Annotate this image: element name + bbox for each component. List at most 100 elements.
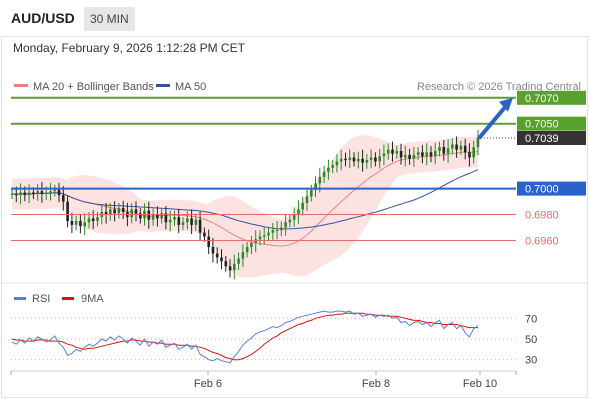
candle-body <box>442 147 446 154</box>
candle-body <box>459 145 463 150</box>
timeframe-button[interactable]: 30 MIN <box>84 7 135 31</box>
rsi-tick-label: 50 <box>525 334 537 346</box>
candle-body <box>113 209 116 214</box>
candle-body <box>455 144 458 150</box>
x-tick-label: Feb 6 <box>194 378 222 390</box>
candle-body <box>237 258 240 264</box>
candle-body <box>53 189 57 192</box>
candle-body <box>476 138 480 148</box>
level-label: 0.7050 <box>525 119 559 131</box>
candle-body <box>378 156 381 162</box>
candle-body <box>395 151 399 154</box>
x-tick-label: Feb 10 <box>463 378 497 390</box>
level-label-box <box>517 116 586 131</box>
candle-body <box>284 222 287 228</box>
ma20-legend-label: MA 20 + Bollinger Bands <box>33 81 154 93</box>
candle-body <box>211 247 215 254</box>
candle-body <box>156 214 159 219</box>
x-axis: Feb 6 Feb 8 Feb 10 <box>10 371 517 390</box>
chart-header: AUD/USD 30 MIN <box>0 0 590 36</box>
candle-body <box>44 192 48 194</box>
candle-body <box>468 152 471 158</box>
candle-body <box>361 158 364 163</box>
candle-body <box>399 151 403 158</box>
candle-body <box>215 253 219 258</box>
rsi-ma-line <box>11 312 478 361</box>
candle-body <box>267 232 270 236</box>
candle-body <box>40 191 44 194</box>
level-label-box <box>517 90 586 105</box>
candle-body <box>207 236 210 247</box>
candle-body <box>121 208 125 212</box>
chart-datetime: Monday, February 9, 2026 1:12:28 PM CET <box>13 41 245 55</box>
candle-body <box>339 158 343 162</box>
price-chart <box>10 129 480 280</box>
candle-body <box>472 147 475 158</box>
chart-frame <box>1 36 588 398</box>
candle-body <box>331 165 334 168</box>
candle-body <box>83 222 86 227</box>
candle-body <box>109 209 112 215</box>
candle-body <box>352 157 356 162</box>
candle-body <box>322 171 326 177</box>
candle-body <box>79 221 82 227</box>
rsi-ma-legend-label: 9MA <box>81 293 104 305</box>
candle-body <box>288 219 292 223</box>
candle-body <box>357 158 360 162</box>
candle-body <box>32 192 35 194</box>
candle-body <box>463 145 467 153</box>
candle-body <box>62 195 65 202</box>
candle-body <box>190 218 193 225</box>
candle-body <box>451 144 454 149</box>
ma50-legend-label: MA 50 <box>175 81 206 93</box>
candle-body <box>314 183 317 190</box>
candle-body <box>301 202 304 210</box>
candle-body <box>318 176 322 184</box>
candle-body <box>391 149 394 154</box>
candle-body <box>66 201 69 222</box>
candle-body <box>404 154 407 158</box>
candle-body <box>250 243 253 247</box>
candle-body <box>173 217 176 220</box>
candle-body <box>36 191 39 194</box>
candle-body <box>438 147 441 151</box>
rsi-line <box>11 310 479 364</box>
candle-body <box>327 167 330 172</box>
rsi-legend-label: RSI <box>32 293 50 305</box>
candle-body <box>27 192 31 196</box>
candle-body <box>104 211 108 215</box>
candle-body <box>134 209 138 214</box>
candle-body <box>297 209 300 215</box>
candle-body <box>70 221 74 225</box>
candle-body <box>147 210 151 220</box>
current-price-box <box>517 131 586 145</box>
candle-body <box>258 236 262 240</box>
candle-body <box>412 154 416 159</box>
candle-body <box>382 153 386 157</box>
ma50-legend-swatch <box>156 84 170 87</box>
candle-body <box>365 160 369 163</box>
candle-body <box>151 214 155 220</box>
ma20-legend-swatch <box>14 84 28 87</box>
candle-body <box>425 152 428 157</box>
candle-body <box>186 218 189 223</box>
candle-body <box>241 252 245 259</box>
candle-body <box>280 227 283 231</box>
candle-body <box>203 232 206 237</box>
level-label: 0.6980 <box>525 210 559 222</box>
credit-label: Research © 2026 Trading Central <box>417 81 581 93</box>
candle-body <box>275 230 279 232</box>
candle-body <box>416 152 420 155</box>
projection-arrow-shaft <box>478 102 509 139</box>
candle-body <box>74 221 78 225</box>
candle-body <box>49 191 52 193</box>
candle-body <box>386 149 390 154</box>
currency-pair: AUD/USD <box>11 10 75 26</box>
candle-body <box>429 152 433 157</box>
candle-body <box>228 266 232 271</box>
candle-body <box>181 222 185 225</box>
level-label-box <box>517 181 586 196</box>
candle-body <box>292 214 296 220</box>
x-tick-label: Feb 8 <box>362 378 390 390</box>
